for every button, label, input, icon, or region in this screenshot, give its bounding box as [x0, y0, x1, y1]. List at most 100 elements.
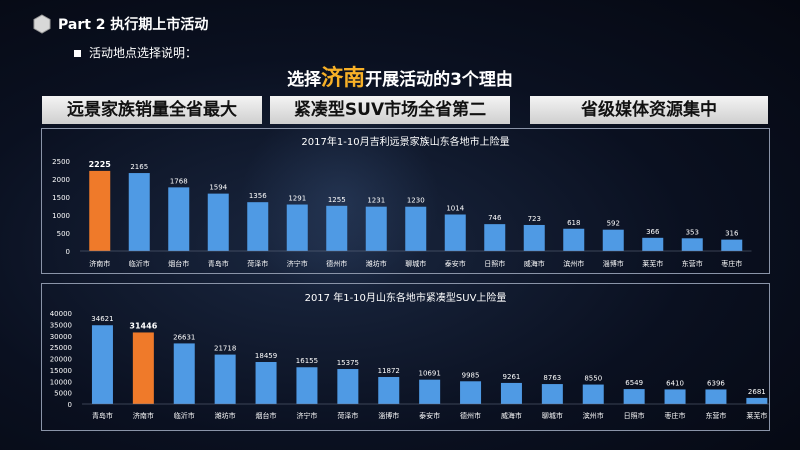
- bar: [746, 397, 768, 404]
- bar: [326, 205, 348, 251]
- x-tick-label: 济宁市: [287, 259, 308, 268]
- bar: [444, 214, 466, 251]
- bar: [128, 173, 150, 251]
- y-tick-label: 20000: [50, 356, 72, 364]
- data-label: 1356: [249, 192, 267, 200]
- bar: [642, 237, 664, 251]
- bar: [132, 332, 154, 404]
- bar: [582, 384, 604, 404]
- x-tick-label: 青岛市: [92, 411, 113, 420]
- data-label: 9985: [462, 371, 480, 379]
- bar: [563, 228, 585, 251]
- background-glow: [240, 100, 440, 300]
- data-label: 1014: [446, 204, 464, 212]
- reason-banner-2: 紧凑型SUV市场全省第二: [270, 96, 510, 124]
- section-title: Part 2 执行期上市活动: [58, 17, 209, 33]
- bar: [365, 206, 387, 251]
- data-label: 6410: [666, 379, 684, 387]
- x-tick-label: 济南市: [89, 259, 110, 268]
- x-tick-label: 济南市: [133, 411, 154, 420]
- x-tick-label: 东营市: [682, 259, 703, 268]
- x-tick-label: 滨州市: [563, 259, 584, 268]
- x-tick-label: 济宁市: [296, 411, 317, 420]
- x-tick-label: 滨州市: [583, 411, 604, 420]
- y-tick-label: 2500: [52, 158, 70, 166]
- x-tick-label: 菏泽市: [337, 411, 358, 420]
- y-tick-label: 0: [68, 401, 72, 409]
- data-label: 723: [528, 215, 541, 223]
- bar: [91, 325, 113, 404]
- x-tick-label: 日照市: [484, 259, 505, 268]
- bullet-square-icon: [74, 50, 81, 57]
- bar: [286, 204, 308, 251]
- x-tick-label: 潍坊市: [366, 259, 387, 268]
- data-label: 26631: [173, 333, 195, 341]
- bar: [523, 224, 545, 251]
- bullet-line: 活动地点选择说明：: [74, 44, 197, 61]
- x-tick-label: 青岛市: [208, 259, 229, 268]
- bar: [419, 379, 441, 404]
- data-label: 1594: [209, 184, 227, 192]
- data-label: 16155: [296, 357, 318, 365]
- data-label: 2165: [130, 163, 148, 171]
- data-label: 9261: [503, 373, 521, 381]
- x-tick-label: 枣庄市: [721, 259, 742, 268]
- chart-2: 0 5000 10000 15000 20000 25000 30000 35000 40000…: [50, 310, 769, 420]
- bar: [484, 224, 506, 251]
- x-tick-label: 德州市: [460, 411, 481, 420]
- x-tick-label: 东营市: [705, 411, 726, 420]
- bar: [247, 202, 269, 251]
- data-label: 31446: [129, 321, 157, 330]
- x-tick-label: 德州市: [326, 259, 347, 268]
- x-tick-label: 烟台市: [168, 259, 189, 268]
- data-label: 10691: [419, 370, 441, 378]
- chart-panel-2: 2017 年1-10月山东各地市紧凑型SUV上险量 0 5000 10000 1500…: [41, 283, 770, 431]
- bar: [681, 238, 703, 251]
- bar: [89, 170, 111, 251]
- x-tick-label: 莱芜市: [642, 259, 663, 268]
- data-label: 11872: [378, 367, 400, 375]
- data-label: 34621: [91, 315, 113, 323]
- bar: [337, 369, 359, 404]
- x-tick-label: 临沂市: [174, 411, 195, 420]
- y-tick-label: 15000: [50, 367, 72, 375]
- reason-banner-3: 省级媒体资源集中: [530, 96, 768, 124]
- headline-prefix: 选择: [287, 70, 322, 90]
- bar: [168, 187, 190, 251]
- chart-1: 0 500 1000 1500 2000 2500 2225 济南市 2165 临沂市 1768 烟台…: [52, 158, 752, 268]
- bar: [705, 389, 727, 404]
- hexagon-icon: [33, 14, 51, 34]
- bar: [214, 354, 236, 404]
- y-tick-label: 0: [66, 248, 70, 256]
- headline: 选择济南开展活动的3个理由: [0, 60, 800, 92]
- y-tick-label: 10000: [50, 378, 72, 386]
- y-tick-label: 30000: [50, 333, 72, 341]
- y-tick-label: 1500: [52, 194, 70, 202]
- x-tick-label: 菏泽市: [247, 259, 268, 268]
- chart-panel-1: 2017年1-10月吉利远景家族山东各地市上险量 0 500 1000 1500 200…: [41, 128, 770, 274]
- x-tick-label: 莱芜市: [746, 411, 767, 420]
- data-label: 316: [725, 230, 739, 238]
- bar: [207, 193, 229, 251]
- bar: [664, 389, 686, 404]
- data-label: 1291: [288, 195, 306, 203]
- y-tick-label: 40000: [50, 310, 72, 318]
- bar: [255, 362, 277, 404]
- bar: [541, 384, 563, 404]
- data-label: 18459: [255, 352, 277, 360]
- bar: [623, 389, 645, 404]
- x-tick-label: 潍坊市: [215, 411, 236, 420]
- x-tick-label: 日照市: [624, 411, 645, 420]
- data-label: 618: [567, 219, 580, 227]
- x-tick-label: 烟台市: [256, 411, 277, 420]
- bar: [721, 239, 743, 251]
- y-tick-label: 2000: [52, 176, 70, 184]
- reason-banner-1: 远景家族销量全省最大: [42, 96, 262, 124]
- x-tick-label: 枣庄市: [665, 411, 686, 420]
- data-label: 2681: [748, 388, 766, 396]
- bar: [460, 381, 482, 404]
- headline-suffix: 开展活动的3个理由: [365, 70, 513, 90]
- chart-2-title: 2017 年1-10月山东各地市紧凑型SUV上险量: [304, 293, 507, 304]
- x-tick-label: 泰安市: [419, 411, 440, 420]
- x-tick-label: 聊城市: [542, 411, 563, 420]
